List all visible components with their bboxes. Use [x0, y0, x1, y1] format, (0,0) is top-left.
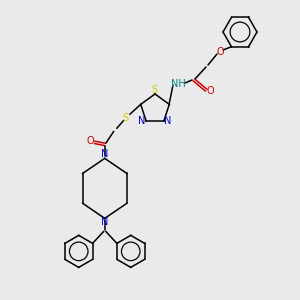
Text: N: N — [164, 116, 172, 126]
Text: O: O — [206, 86, 214, 96]
Text: N: N — [101, 218, 108, 227]
Text: O: O — [87, 136, 94, 146]
Text: N: N — [101, 149, 108, 159]
Text: S: S — [151, 85, 157, 95]
Text: S: S — [123, 113, 129, 123]
Text: O: O — [216, 47, 224, 57]
Text: NH: NH — [171, 79, 185, 89]
Text: N: N — [139, 116, 146, 126]
